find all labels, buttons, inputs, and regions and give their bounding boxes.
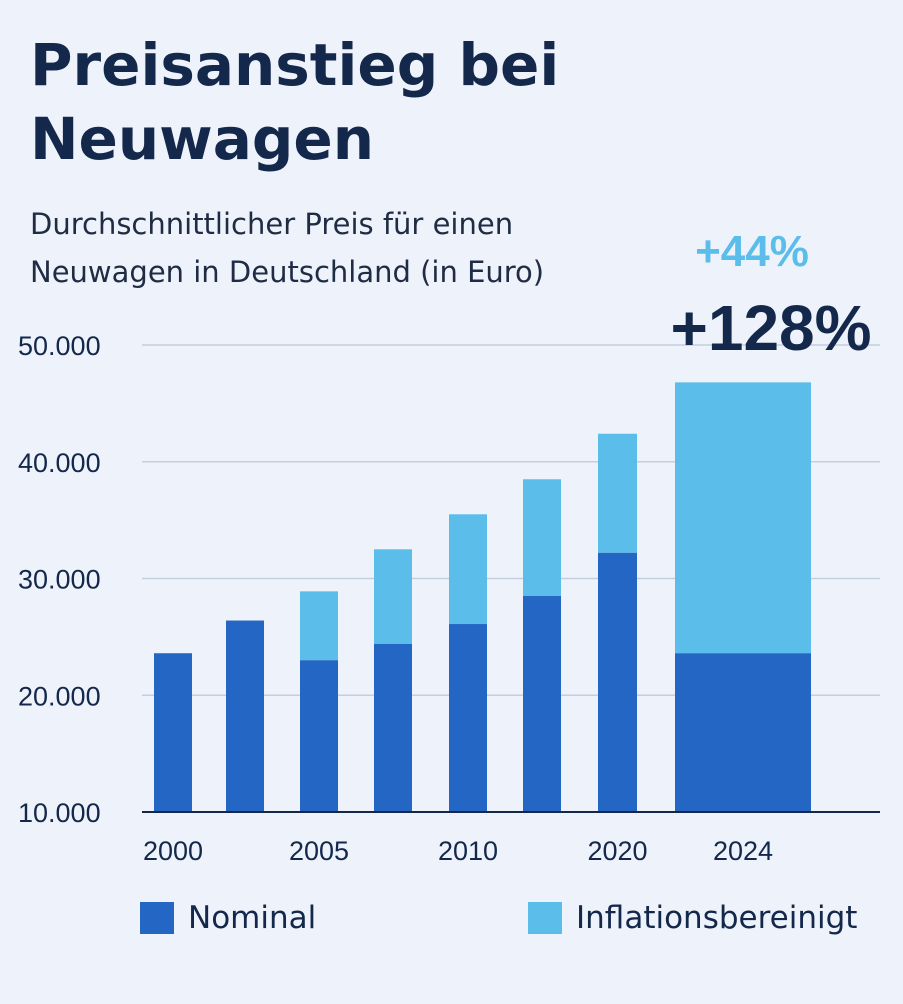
annotation-total: +128% — [670, 292, 871, 364]
y-tick-label: 20.000 — [18, 681, 101, 711]
y-tick-label: 50.000 — [18, 331, 101, 361]
bar-nominal — [300, 660, 338, 812]
bar-nominal — [226, 620, 264, 812]
x-tick-label: 2005 — [289, 836, 349, 866]
bar-nominal — [523, 596, 561, 812]
legend-item-nominal: Nominal — [140, 900, 316, 936]
bar-nominal — [374, 643, 412, 812]
bar-inflation — [675, 382, 811, 654]
x-tick-label: 2020 — [587, 836, 647, 866]
chart-subtitle: Durchschnittlicher Preis für einen Neuwa… — [30, 200, 544, 296]
bar-inflation — [449, 514, 487, 625]
y-tick-label: 30.000 — [18, 565, 101, 595]
bar-nominal — [598, 552, 637, 812]
legend-item-inflation: Inflationsbereinigt — [528, 900, 857, 936]
chart-title: Preisanstieg bei Neuwagen — [30, 31, 560, 173]
y-tick-label: 10.000 — [18, 798, 101, 828]
y-tick-label: 40.000 — [18, 448, 101, 478]
x-tick-label: 2024 — [713, 836, 773, 866]
bar-nominal — [675, 653, 811, 812]
subtitle-line: Durchschnittlicher Preis für einen — [30, 207, 514, 241]
x-tick-label: 2000 — [143, 836, 203, 866]
bar-inflation — [523, 479, 561, 597]
bar-nominal — [154, 653, 192, 812]
legend-label: Inflationsbereinigt — [576, 900, 858, 936]
bar-nominal — [449, 624, 487, 812]
bar-inflation — [598, 433, 637, 553]
legend-label: Nominal — [188, 900, 317, 936]
bar-inflation — [374, 549, 412, 644]
bar-inflation — [300, 591, 338, 661]
subtitle-line: Neuwagen in Deutschland (in Euro) — [30, 255, 545, 289]
legend-swatch-nominal — [140, 902, 174, 934]
legend-swatch-inflation — [528, 902, 562, 934]
annotation-inflation: +44% — [695, 227, 809, 276]
x-tick-label: 2010 — [438, 836, 498, 866]
